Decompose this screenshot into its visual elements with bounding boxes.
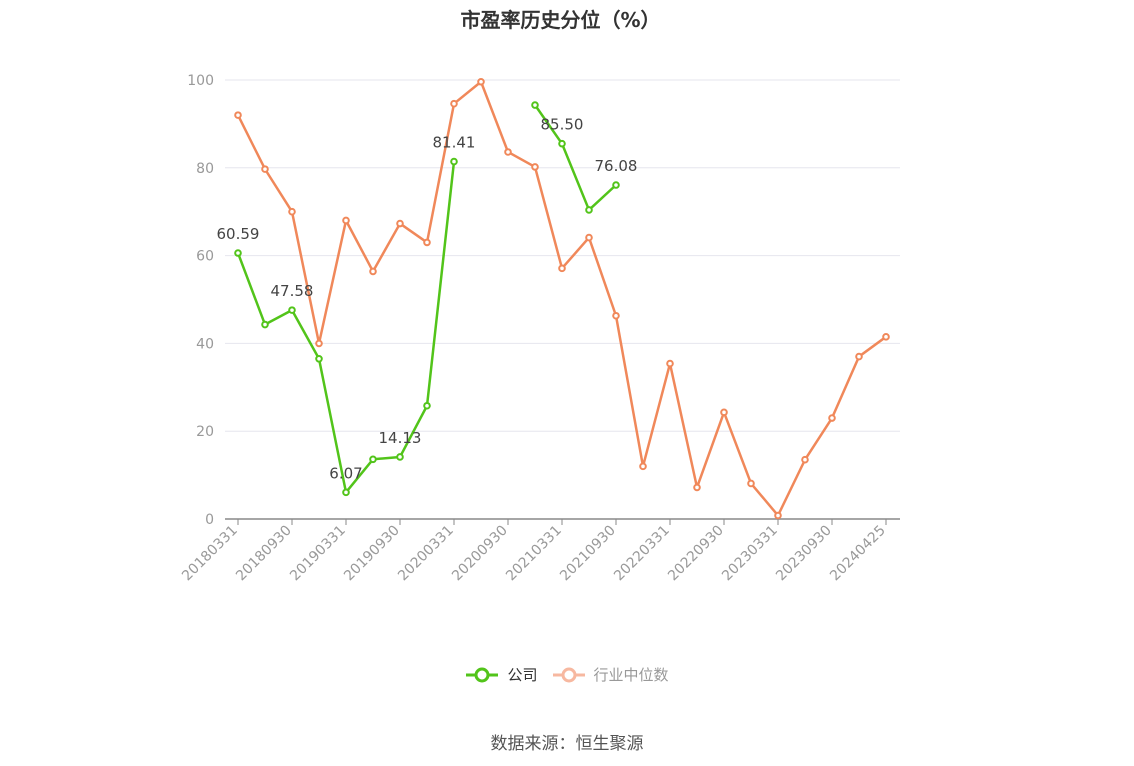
company-data-label: 60.59 — [217, 225, 260, 243]
legend: 公司 行业中位数 — [0, 664, 1134, 685]
legend-label-company: 公司 — [507, 666, 538, 684]
company-data-label: 6.07 — [329, 464, 362, 482]
company-point[interactable] — [423, 401, 431, 410]
industry-median-point[interactable] — [747, 479, 755, 488]
company-point[interactable] — [450, 157, 458, 166]
company-point[interactable] — [585, 206, 593, 214]
x-tick-label: 20240425 — [827, 523, 889, 585]
legend-label-industry-median: 行业中位数 — [593, 666, 669, 684]
company-point[interactable] — [342, 488, 350, 497]
x-tick-label: 20180331 — [179, 523, 241, 585]
industry-median-point[interactable] — [612, 311, 620, 320]
y-tick-label: 80 — [196, 161, 214, 177]
industry-median-point[interactable] — [342, 216, 350, 225]
company-point[interactable] — [396, 453, 404, 461]
industry-median-point[interactable] — [855, 352, 863, 361]
series-lines — [234, 77, 890, 520]
industry-median-point[interactable] — [261, 165, 269, 173]
company-point[interactable] — [261, 320, 269, 329]
industry-median-point[interactable] — [531, 163, 539, 171]
company-data-label: 81.41 — [433, 134, 476, 152]
industry-median-point[interactable] — [558, 264, 566, 273]
industry-median-point[interactable] — [477, 77, 485, 86]
company-point[interactable] — [369, 455, 377, 464]
legend-industry-marker-icon — [552, 667, 585, 682]
company-point[interactable] — [234, 249, 242, 257]
x-tick-label: 20200331 — [395, 523, 457, 585]
x-tick-label: 20210331 — [503, 523, 565, 585]
company-point[interactable] — [612, 181, 620, 189]
industry-median-point[interactable] — [234, 111, 242, 119]
industry-median-point[interactable] — [288, 207, 296, 216]
x-tick-label: 20230930 — [773, 523, 835, 585]
x-tick-label: 20190331 — [287, 523, 349, 585]
company-point[interactable] — [315, 354, 323, 363]
y-tick-label: 100 — [187, 73, 214, 89]
industry-median-point[interactable] — [423, 238, 431, 247]
y-tick-label: 20 — [196, 424, 214, 440]
industry-median-point[interactable] — [828, 414, 836, 422]
company-point[interactable] — [558, 139, 566, 148]
company-line — [236, 161, 456, 494]
industry-median-point[interactable] — [396, 219, 404, 228]
industry-median-point[interactable] — [585, 233, 593, 242]
industry-median-point[interactable] — [666, 359, 674, 368]
data-labels: 60.59 47.58 6.07 14.13 81.41 85.50 76.08 — [217, 116, 638, 483]
industry-median-point[interactable] — [693, 483, 701, 492]
data-source-note: 数据来源：恒生聚源 — [490, 734, 644, 754]
industry-median-point[interactable] — [720, 408, 728, 417]
chart-title: 市盈率历史分位（%） — [460, 8, 661, 32]
industry-median-point[interactable] — [801, 455, 809, 464]
x-tick-label: 20230331 — [719, 523, 781, 585]
x-tick-label: 20220331 — [611, 523, 673, 585]
legend-item-industry-median[interactable]: 行业中位数 — [552, 664, 669, 685]
company-data-label: 85.50 — [541, 116, 584, 134]
company-data-label: 76.08 — [595, 157, 638, 175]
legend-item-company[interactable]: 公司 — [465, 664, 538, 685]
x-tick-label: 20190930 — [341, 523, 403, 585]
industry-median-point[interactable] — [369, 267, 377, 276]
company-line — [533, 104, 617, 212]
legend-company-marker-icon — [466, 667, 499, 682]
x-tick-label: 20210930 — [557, 523, 619, 585]
industry-median-point[interactable] — [504, 148, 512, 156]
x-tick-label: 20200930 — [449, 523, 511, 585]
industry-median-point[interactable] — [315, 339, 323, 348]
company-data-label: 14.13 — [379, 429, 422, 447]
industry-median-point[interactable] — [882, 333, 890, 341]
industry-median-point[interactable] — [639, 462, 647, 471]
company-data-label: 47.58 — [271, 282, 314, 300]
y-tick-label: 0 — [205, 512, 214, 528]
y-tick-label: 60 — [196, 249, 214, 265]
y-tick-label: 40 — [196, 336, 214, 352]
company-point[interactable] — [531, 101, 539, 109]
x-tick-label: 20180930 — [233, 523, 295, 585]
industry-median-point[interactable] — [450, 99, 458, 108]
x-tick-label: 20220930 — [665, 523, 727, 585]
axes: 0 20 40 60 80 100 2018033120180930201903312019… — [179, 73, 900, 584]
company-point[interactable] — [288, 306, 296, 314]
industry-median-point[interactable] — [774, 511, 782, 520]
